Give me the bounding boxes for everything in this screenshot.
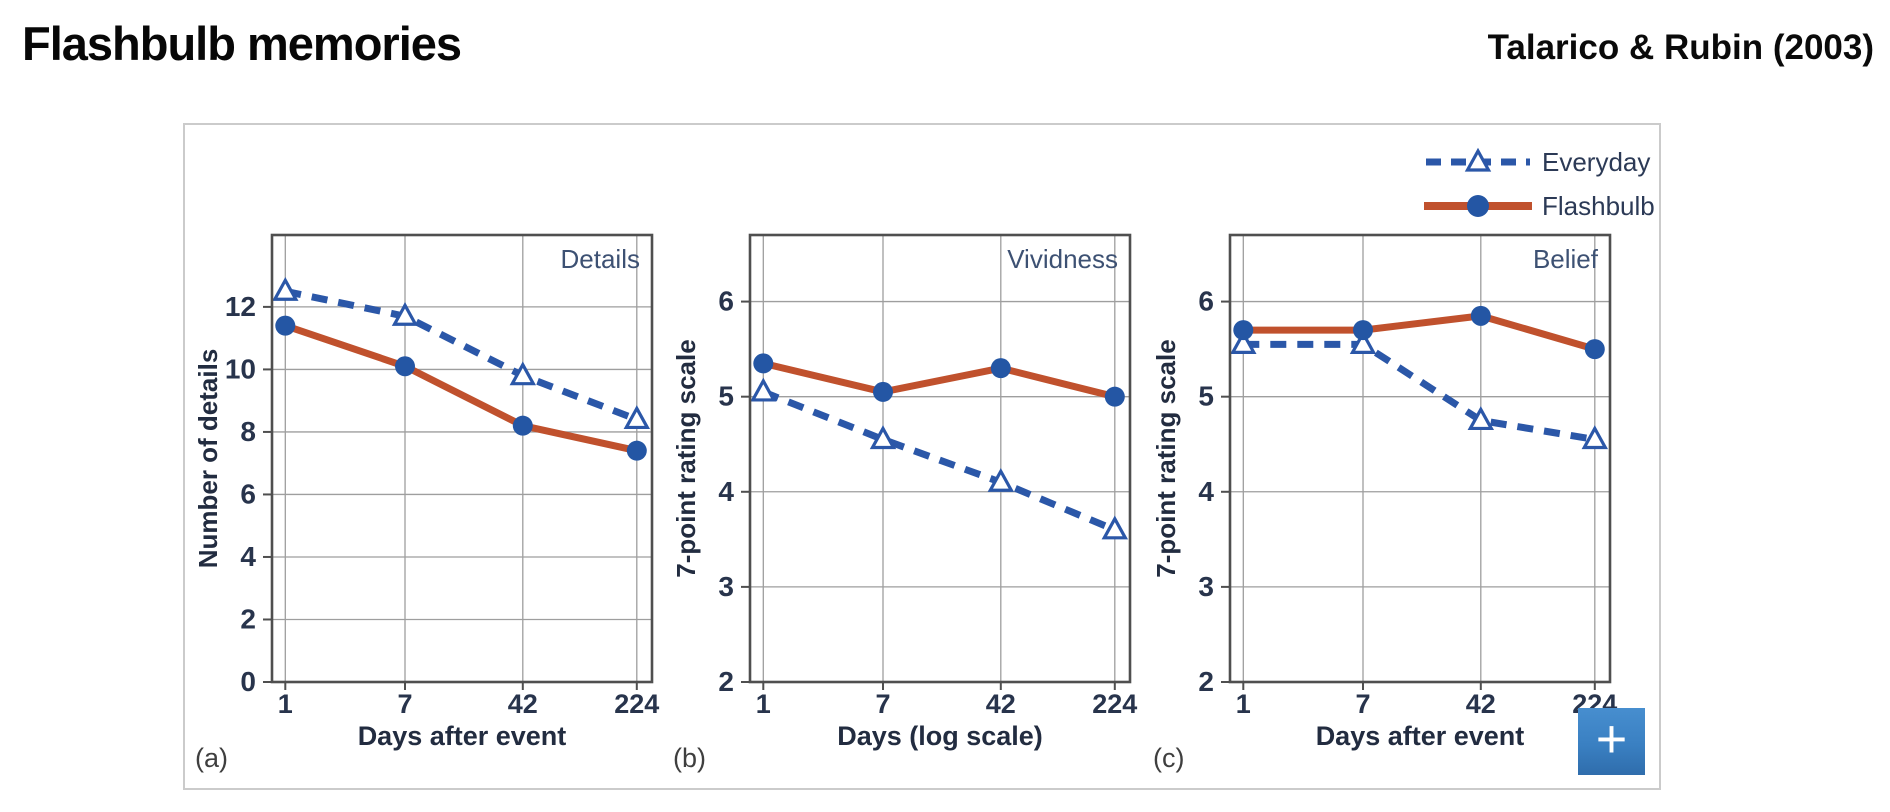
x-tick-label: 1	[1236, 689, 1251, 719]
plot-border	[1228, 233, 1612, 684]
marker-circle	[1233, 320, 1254, 341]
marker-circle	[990, 358, 1011, 379]
marker-triangle	[1467, 406, 1495, 431]
legend-item-flashbulb: Flashbulb	[1422, 184, 1682, 228]
plot-area	[750, 235, 1130, 682]
marker-circle	[275, 315, 296, 336]
x-tick-label: 7	[1355, 689, 1370, 719]
marker-triangle	[623, 405, 651, 430]
x-tick-label: 1	[756, 689, 771, 719]
plus-icon: +	[1595, 708, 1628, 769]
x-tick-label: 42	[1466, 689, 1496, 719]
legend-item-label: Flashbulb	[1542, 191, 1655, 221]
series-line-flashbulb	[284, 322, 638, 455]
series-line-everyday	[762, 388, 1117, 534]
marker-triangle	[1230, 330, 1257, 354]
chart-vividness: Vividness 2 3 4 5 6 1 7 42 224 Days (log scale) 7-p…	[665, 192, 1140, 777]
series-line-everyday	[1243, 340, 1596, 443]
chart-belief: Belief 2 3 4 5 6 1 7 42 224 Days after event 7-poin…	[1145, 192, 1620, 777]
y-tick-label: 2	[240, 603, 256, 634]
marker-circle	[1104, 386, 1125, 407]
marker-circle	[1584, 339, 1605, 360]
y-tick-label: 0	[240, 666, 256, 697]
x-tick-label: 42	[508, 689, 538, 719]
legend-item-everyday: Everyday	[1422, 140, 1682, 184]
add-button[interactable]: +	[1578, 708, 1645, 775]
y-tick-label: 2	[718, 666, 734, 697]
x-axis-label: Days after event	[358, 721, 567, 751]
y-tick-label: 5	[718, 381, 734, 412]
chart-inner-title: Belief	[1533, 244, 1599, 274]
y-tick-label: 4	[718, 476, 734, 507]
y-tick-label: 2	[1198, 666, 1214, 697]
citation: Talarico & Rubin (2003)	[1487, 28, 1874, 67]
legend: Everyday Flashbulb	[1422, 140, 1682, 232]
marker-circle	[1470, 305, 1491, 326]
panel-label: (c)	[1153, 743, 1184, 773]
y-tick-label: 6	[718, 286, 734, 317]
panel-label: (a)	[195, 743, 228, 773]
x-tick-label: 7	[875, 689, 890, 719]
everyday-line-icon	[1426, 147, 1530, 172]
marker-triangle	[869, 425, 897, 450]
legend-item-label: Everyday	[1542, 147, 1651, 177]
marker-triangle	[1101, 515, 1129, 540]
figure-panel: Everyday Flashbulb Details 0 2 4 6 8 10 12 1 7 42 2…	[183, 123, 1661, 790]
y-tick-label: 6	[240, 478, 256, 509]
chart-inner-title: Details	[561, 244, 640, 274]
y-tick-label: 10	[225, 353, 256, 384]
marker-circle	[395, 356, 415, 377]
marker-triangle	[987, 467, 1015, 492]
chart-inner-title: Vividness	[1007, 244, 1118, 274]
marker-circle	[873, 381, 893, 402]
y-axis-label: 7-point rating scale	[1151, 339, 1181, 577]
y-tick-label: 6	[1198, 286, 1214, 317]
plot-border	[270, 233, 654, 684]
series-line-everyday	[284, 287, 639, 423]
y-tick-label: 3	[718, 571, 734, 602]
flashbulb-line-icon	[1424, 195, 1532, 217]
page-title: Flashbulb memories	[22, 17, 462, 70]
y-tick-label: 12	[225, 291, 256, 322]
y-tick-label: 4	[1198, 476, 1214, 507]
plot-area	[1230, 235, 1610, 682]
series-line-flashbulb	[1243, 312, 1596, 353]
y-tick-label: 4	[240, 541, 256, 572]
marker-triangle	[509, 361, 537, 386]
marker-circle	[753, 353, 774, 374]
marker-triangle	[750, 377, 777, 402]
plot-border	[748, 233, 1132, 684]
series-line-flashbulb	[762, 359, 1116, 401]
plot-area	[272, 235, 652, 682]
marker-triangle	[1349, 330, 1377, 354]
marker-triangle	[272, 276, 299, 301]
panel-label: (b)	[673, 743, 706, 773]
x-tick-label: 224	[614, 689, 659, 719]
marker-triangle	[1581, 425, 1609, 450]
y-axis-label: Number of details	[193, 349, 223, 569]
marker-triangle	[391, 301, 419, 326]
chart-details-svg: Details 0 2 4 6 8 10 12 1 7 42 224 Days after event N…	[193, 233, 659, 773]
marker-circle	[1353, 320, 1373, 341]
x-tick-label: 224	[1092, 689, 1137, 719]
y-tick-label: 3	[1198, 571, 1214, 602]
y-tick-label: 8	[240, 416, 256, 447]
marker-circle	[512, 415, 533, 436]
chart-details: Details 0 2 4 6 8 10 12 1 7 42 224 Days after event N…	[187, 192, 662, 777]
chart-vividness-svg: Vividness 2 3 4 5 6 1 7 42 224 Days (log scale) 7-p…	[671, 233, 1137, 773]
x-tick-label: 42	[986, 689, 1016, 719]
marker-circle	[626, 440, 647, 461]
x-axis-label: Days (log scale)	[837, 721, 1043, 751]
x-axis-label: Days after event	[1316, 721, 1525, 751]
y-axis-label: 7-point rating scale	[671, 339, 701, 577]
y-tick-label: 5	[1198, 381, 1214, 412]
x-tick-label: 1	[278, 689, 293, 719]
x-tick-label: 7	[397, 689, 412, 719]
